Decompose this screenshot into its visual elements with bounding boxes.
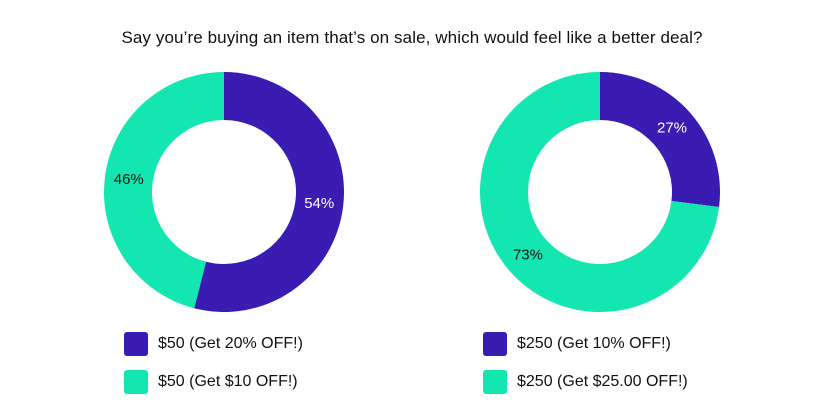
donut-1-slice-2 (103, 72, 224, 309)
legend-item: $250 (Get 10% OFF!) (483, 332, 688, 356)
legend-label: $250 (Get 10% OFF!) (517, 335, 671, 352)
donut-1-data-label-1: 54% (304, 195, 334, 212)
donut-2-data-label-2: 73% (513, 246, 543, 263)
legend-item: $50 (Get 20% OFF!) (124, 332, 303, 356)
legend-label: $250 (Get $25.00 OFF!) (517, 373, 688, 390)
donut-2-slice-1 (600, 72, 721, 208)
legend-swatch-teal (483, 370, 507, 394)
legend-item: $50 (Get $10 OFF!) (124, 370, 303, 394)
legend-swatch-purple (483, 332, 507, 356)
legend-right: $250 (Get 10% OFF!) $250 (Get $25.00 OFF… (483, 332, 688, 408)
legend-swatch-purple (124, 332, 148, 356)
legend-swatch-teal (124, 370, 148, 394)
donut-1-data-label-2: 46% (114, 171, 144, 188)
chart-title: Say you’re buying an item that’s on sale… (121, 28, 703, 47)
donut-2-slice-2 (480, 72, 720, 312)
donut-2-data-label-1: 27% (657, 119, 687, 136)
donut-1-slice-1 (194, 72, 344, 312)
legend-label: $50 (Get $10 OFF!) (158, 373, 298, 390)
legend-item: $250 (Get $25.00 OFF!) (483, 370, 688, 394)
legend-label: $50 (Get 20% OFF!) (158, 335, 303, 352)
legend-left: $50 (Get 20% OFF!) $50 (Get $10 OFF!) (124, 332, 303, 408)
